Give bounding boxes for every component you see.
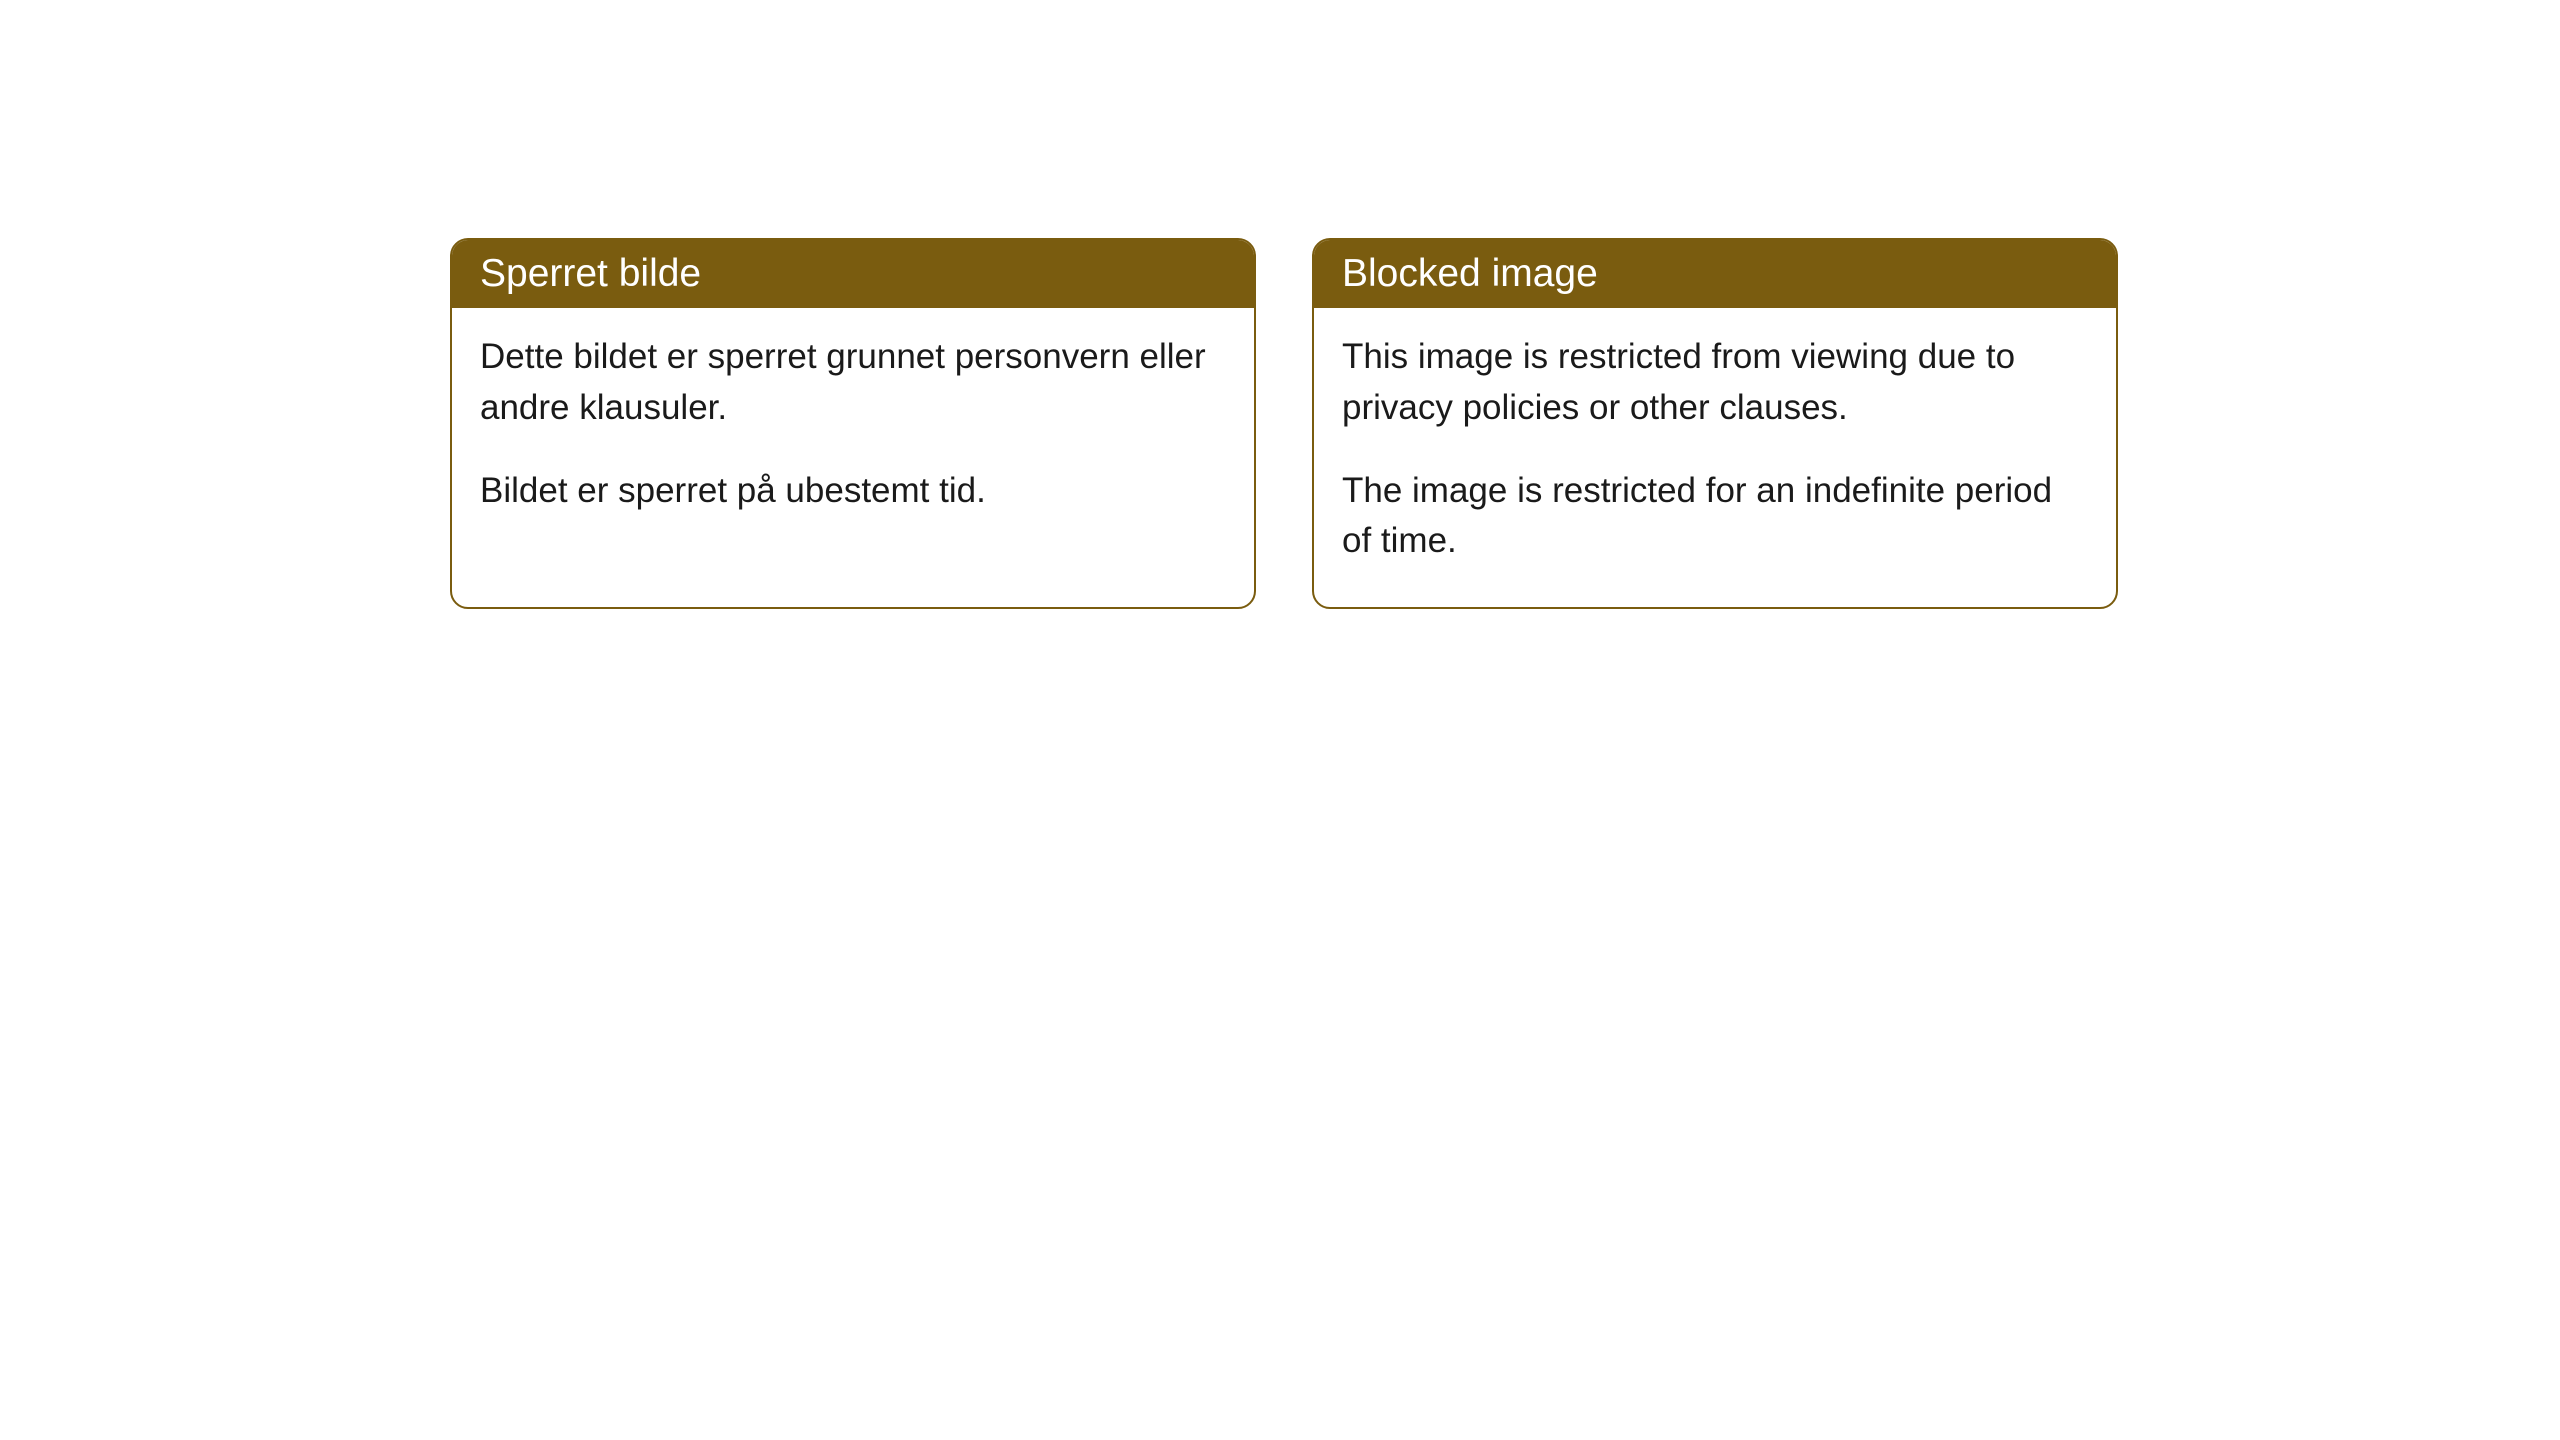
card-container: Sperret bilde Dette bildet er sperret gr… — [0, 0, 2560, 609]
card-paragraph-en-1: This image is restricted from viewing du… — [1342, 332, 2088, 434]
card-body-en: This image is restricted from viewing du… — [1314, 308, 2116, 607]
card-paragraph-en-2: The image is restricted for an indefinit… — [1342, 466, 2088, 568]
card-body-no: Dette bildet er sperret grunnet personve… — [452, 308, 1254, 556]
blocked-image-card-en: Blocked image This image is restricted f… — [1312, 238, 2118, 609]
card-header-no: Sperret bilde — [452, 240, 1254, 308]
blocked-image-card-no: Sperret bilde Dette bildet er sperret gr… — [450, 238, 1256, 609]
card-header-en: Blocked image — [1314, 240, 2116, 308]
card-paragraph-no-2: Bildet er sperret på ubestemt tid. — [480, 466, 1226, 517]
card-paragraph-no-1: Dette bildet er sperret grunnet personve… — [480, 332, 1226, 434]
